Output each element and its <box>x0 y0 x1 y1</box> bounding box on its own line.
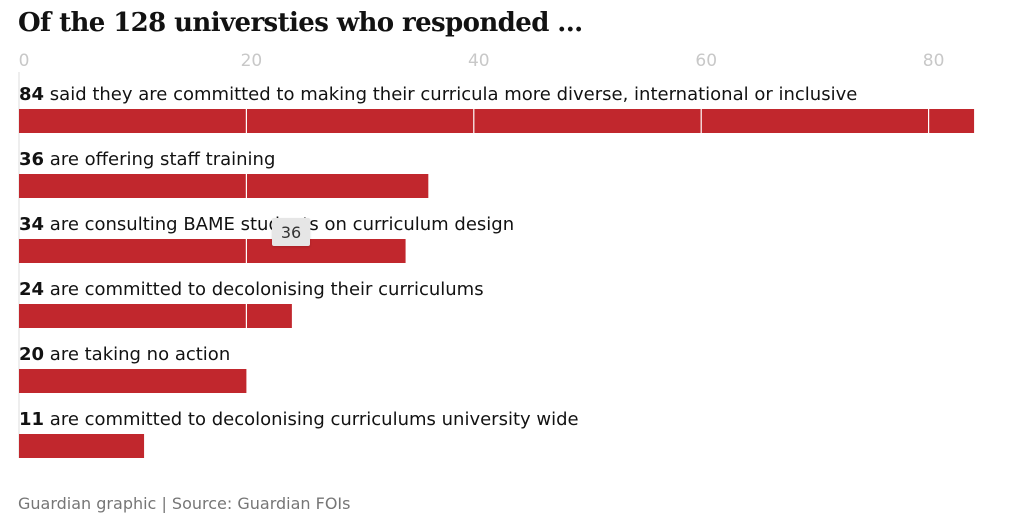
tick-label: 0 <box>19 51 30 71</box>
bar-category-label: are taking no action <box>44 344 230 365</box>
source-note: Guardian graphic | Source: Guardian FOIs <box>18 494 350 513</box>
bar-label: 34 are consulting BAME students on curri… <box>19 214 514 235</box>
bar-value-label: 34 <box>19 214 44 235</box>
bar-label: 20 are taking no action <box>19 344 230 365</box>
bar <box>19 174 428 198</box>
tick-label: 80 <box>923 51 945 71</box>
bar <box>19 369 246 393</box>
bar-category-label: said they are committed to making their … <box>44 84 857 105</box>
hover-tooltip: 36 <box>272 218 310 246</box>
bar-label: 84 said they are committed to making the… <box>19 84 857 105</box>
tick-label: 40 <box>468 51 490 71</box>
bar-value-label: 84 <box>19 84 44 105</box>
bar-category-label: are committed to decolonising their curr… <box>44 279 484 300</box>
bar <box>19 109 974 133</box>
bar-chart: 0 20 40 60 80 84 said they are committed to m… <box>0 0 1024 480</box>
bar-value-label: 24 <box>19 279 44 300</box>
bar-value-label: 11 <box>19 409 44 430</box>
bar-value-label: 36 <box>19 149 44 170</box>
tick-label: 60 <box>695 51 717 71</box>
bar <box>19 434 144 458</box>
tick-label: 20 <box>241 51 263 71</box>
bar-category-label: are offering staff training <box>44 149 275 170</box>
bar <box>19 239 406 263</box>
bar-label: 11 are committed to decolonising curricu… <box>19 409 579 430</box>
bar <box>19 304 292 328</box>
bar-label: 24 are committed to decolonising their c… <box>19 279 484 300</box>
bar-value-label: 20 <box>19 344 44 365</box>
bar-category-label: are committed to decolonising curriculum… <box>44 409 579 430</box>
bar-label: 36 are offering staff training <box>19 149 275 170</box>
